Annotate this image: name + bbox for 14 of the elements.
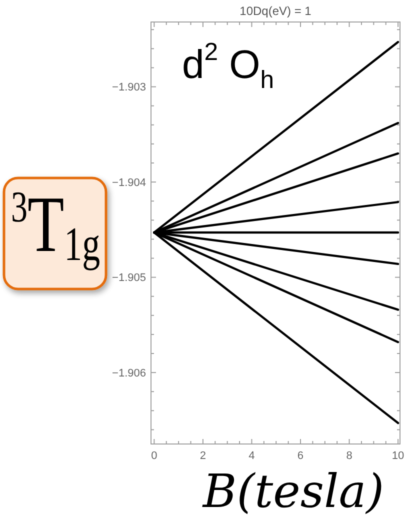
y-tick-label: −1.903 bbox=[112, 82, 146, 94]
x-tick-label: 4 bbox=[248, 450, 255, 462]
chart-title: 10Dq(eV) = 1 bbox=[240, 4, 312, 18]
annotation: d$^{2}$ O$_{h}$ bbox=[182, 39, 274, 94]
x-tick-label: 2 bbox=[200, 450, 206, 462]
y-tick-label: −1.904 bbox=[112, 176, 146, 189]
x-tick-label: 0 bbox=[151, 450, 158, 462]
x-tick-label: 10 bbox=[392, 450, 404, 462]
text: $^{3}$T$_{1g}$ bbox=[11, 180, 100, 272]
x-tick-label: 6 bbox=[297, 450, 304, 462]
y-tick-label: −1.906 bbox=[112, 367, 146, 380]
y-tick-label: −1.905 bbox=[112, 272, 146, 284]
x-tick-label: 8 bbox=[346, 450, 352, 462]
x-axis-title: B(tesla) bbox=[202, 464, 384, 517]
